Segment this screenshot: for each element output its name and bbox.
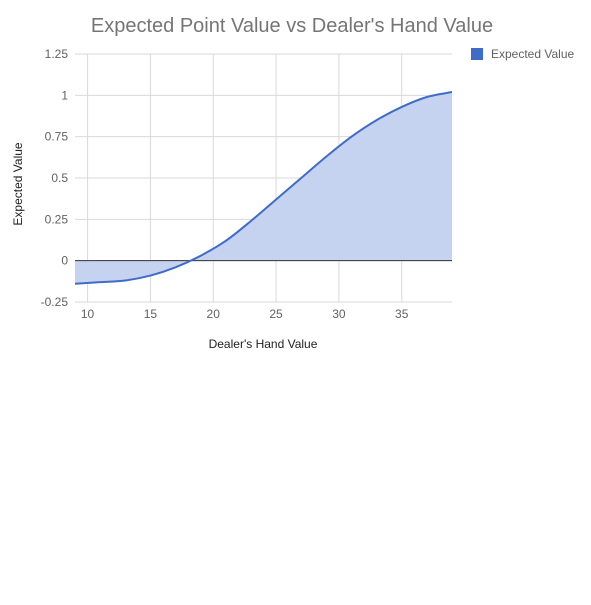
x-tick-label: 25 <box>269 307 283 321</box>
x-axis-title: Dealer's Hand Value <box>209 337 318 351</box>
y-tick-label: 0.25 <box>45 212 69 226</box>
x-tick-label: 15 <box>144 307 158 321</box>
y-tick-label: 1 <box>61 88 68 102</box>
y-axis-ticks: 1.25 1 0.75 0.5 0.25 0 -0.25 <box>41 47 69 309</box>
zero-baseline <box>74 91 453 285</box>
y-tick-label: 0 <box>61 254 68 268</box>
x-axis-ticks: 10 15 20 25 30 35 <box>81 307 409 321</box>
series-area-fill <box>75 92 452 284</box>
y-tick-label: 0.5 <box>51 171 68 185</box>
x-tick-label: 10 <box>81 307 95 321</box>
x-tick-label: 35 <box>395 307 409 321</box>
y-tick-label: 0.75 <box>45 130 69 144</box>
y-tick-label: -0.25 <box>41 295 69 309</box>
y-axis-title: Expected Value <box>11 142 25 225</box>
x-tick-label: 30 <box>332 307 346 321</box>
x-tick-label: 20 <box>207 307 221 321</box>
y-tick-label: 1.25 <box>45 47 69 61</box>
legend-swatch <box>471 48 483 60</box>
series-line <box>74 91 453 285</box>
chart-title: Expected Point Value vs Dealer's Hand Va… <box>91 15 493 37</box>
series-area <box>75 92 452 284</box>
legend-label: Expected Value <box>491 47 574 61</box>
legend: Expected Value <box>471 47 574 61</box>
